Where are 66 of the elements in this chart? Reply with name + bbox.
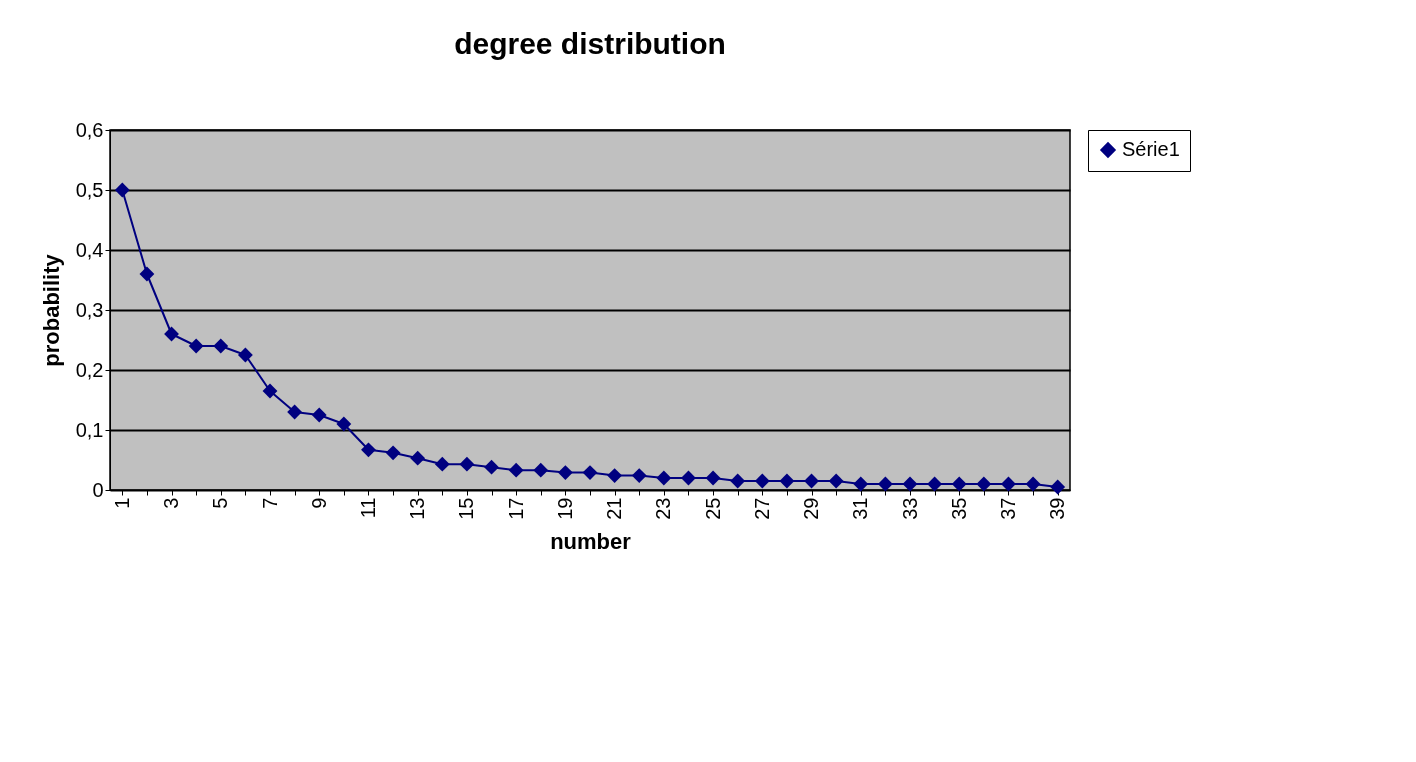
point <box>410 450 426 466</box>
point <box>114 182 130 198</box>
x-tick-label: 35 <box>947 497 970 520</box>
point <box>361 442 376 458</box>
y-tick-label: 0,5 <box>75 178 104 201</box>
point <box>213 338 229 354</box>
point <box>853 476 869 492</box>
y-tick-label: 0,3 <box>75 298 104 321</box>
x-tick-label: 5 <box>209 497 232 509</box>
point <box>1025 476 1041 492</box>
point <box>336 416 352 432</box>
point <box>139 266 155 282</box>
x-tick-label: 21 <box>603 497 626 520</box>
y-tick-label: 0,2 <box>75 358 104 381</box>
x-tick-label: 15 <box>455 497 478 520</box>
point <box>705 470 721 486</box>
point <box>262 383 278 399</box>
point <box>927 476 943 492</box>
point <box>484 459 499 475</box>
point <box>287 404 303 420</box>
point <box>951 476 967 492</box>
point <box>902 476 918 492</box>
x-tick-label: 7 <box>258 497 281 509</box>
x-axis-title: number <box>550 528 632 554</box>
point <box>533 462 549 478</box>
point <box>188 338 204 354</box>
x-tick-label: 31 <box>849 497 872 520</box>
point <box>237 347 253 363</box>
point <box>557 465 573 481</box>
y-tick-label: 0,6 <box>75 118 104 141</box>
point <box>877 476 893 492</box>
point <box>508 462 524 478</box>
x-tick-label: 27 <box>750 497 773 520</box>
y-tick-label: 0,4 <box>75 238 104 261</box>
x-tick-label: 37 <box>996 497 1019 520</box>
point <box>828 473 844 489</box>
point <box>779 473 795 489</box>
x-tick-label: 11 <box>356 497 379 519</box>
x-tick-label: 33 <box>898 497 921 520</box>
x-tick-label: 13 <box>406 497 429 520</box>
x-tick-label: 19 <box>553 497 576 520</box>
point <box>1050 479 1066 495</box>
y-axis-title: probability <box>38 253 64 367</box>
point <box>311 407 327 423</box>
point <box>385 445 401 461</box>
x-tick-label: 25 <box>701 497 724 520</box>
point <box>607 468 623 484</box>
chart-title: degree distribution <box>454 27 726 60</box>
point <box>976 476 992 492</box>
point <box>730 473 746 489</box>
point <box>631 468 647 484</box>
x-tick-label: 29 <box>800 497 823 520</box>
x-tick-label: 39 <box>1046 497 1069 520</box>
point <box>459 456 475 472</box>
point <box>656 470 672 486</box>
x-tick-label: 23 <box>652 497 675 520</box>
x-tick-label: 1 <box>110 497 133 509</box>
point <box>582 465 598 481</box>
y-tick-label: 0 <box>92 478 104 501</box>
point <box>754 473 770 489</box>
legend-label: Série1 <box>1122 138 1180 160</box>
x-tick-label: 9 <box>307 497 330 509</box>
point <box>434 456 450 472</box>
x-tick-label: 3 <box>160 497 183 509</box>
x-tick-label: 17 <box>504 497 527 520</box>
y-tick-label: 0,1 <box>75 418 104 441</box>
